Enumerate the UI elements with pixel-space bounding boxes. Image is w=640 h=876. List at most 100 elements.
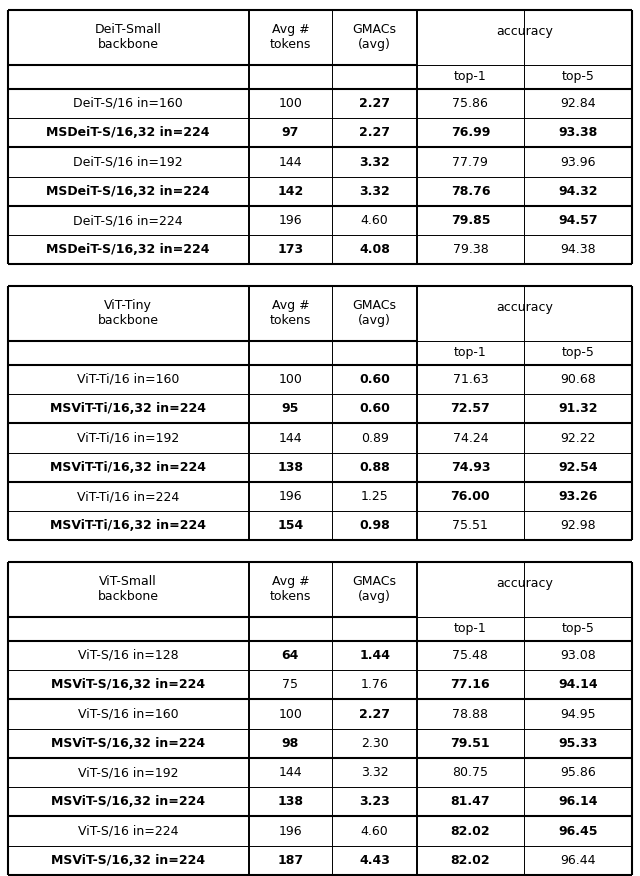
Text: Avg #
tokens: Avg # tokens xyxy=(269,300,311,328)
Text: 78.76: 78.76 xyxy=(451,185,490,198)
Text: 3.32: 3.32 xyxy=(361,766,388,779)
Text: 79.51: 79.51 xyxy=(451,737,490,750)
Text: 96.14: 96.14 xyxy=(558,795,598,809)
Text: ViT-S/16 in=128: ViT-S/16 in=128 xyxy=(78,649,179,662)
Text: 0.89: 0.89 xyxy=(361,432,388,444)
Text: 97: 97 xyxy=(282,126,299,139)
Text: 92.54: 92.54 xyxy=(558,461,598,474)
Text: 2.27: 2.27 xyxy=(359,708,390,721)
Text: 75.51: 75.51 xyxy=(452,519,488,533)
Text: 0.98: 0.98 xyxy=(359,519,390,533)
Text: 77.79: 77.79 xyxy=(452,156,488,168)
Text: ViT-Tiny
backbone: ViT-Tiny backbone xyxy=(98,300,159,328)
Text: MSDeiT-S/16,32 in=224: MSDeiT-S/16,32 in=224 xyxy=(46,185,210,198)
Text: 95.86: 95.86 xyxy=(560,766,596,779)
Text: 82.02: 82.02 xyxy=(451,824,490,837)
Text: 92.98: 92.98 xyxy=(560,519,596,533)
Text: 138: 138 xyxy=(277,461,303,474)
Text: ViT-S/16 in=224: ViT-S/16 in=224 xyxy=(78,824,179,837)
Text: 79.85: 79.85 xyxy=(451,214,490,227)
Text: GMACs
(avg): GMACs (avg) xyxy=(353,300,397,328)
Text: 94.57: 94.57 xyxy=(558,214,598,227)
Text: 4.60: 4.60 xyxy=(361,214,388,227)
Text: ViT-Ti/16 in=192: ViT-Ti/16 in=192 xyxy=(77,432,179,444)
Text: 138: 138 xyxy=(277,795,303,809)
Text: 100: 100 xyxy=(278,97,302,110)
Text: 1.76: 1.76 xyxy=(361,678,388,691)
Text: 196: 196 xyxy=(278,824,302,837)
Text: GMACs
(avg): GMACs (avg) xyxy=(353,24,397,52)
Text: DeiT-Small
backbone: DeiT-Small backbone xyxy=(95,24,161,52)
Text: 76.00: 76.00 xyxy=(451,490,490,503)
Text: 74.24: 74.24 xyxy=(452,432,488,444)
Text: 75.48: 75.48 xyxy=(452,649,488,662)
Text: 3.32: 3.32 xyxy=(359,156,390,168)
Text: 154: 154 xyxy=(277,519,303,533)
Text: 75: 75 xyxy=(282,678,298,691)
Text: 100: 100 xyxy=(278,708,302,721)
Text: 98: 98 xyxy=(282,737,299,750)
Text: 71.63: 71.63 xyxy=(452,373,488,386)
Text: 72.57: 72.57 xyxy=(451,402,490,415)
Text: MSViT-Ti/16,32 in=224: MSViT-Ti/16,32 in=224 xyxy=(50,461,206,474)
Text: 75.86: 75.86 xyxy=(452,97,488,110)
Text: 92.84: 92.84 xyxy=(560,97,596,110)
Text: 3.23: 3.23 xyxy=(359,795,390,809)
Text: DeiT-S/16 in=224: DeiT-S/16 in=224 xyxy=(74,214,183,227)
Text: 96.44: 96.44 xyxy=(560,854,596,867)
Text: top-1: top-1 xyxy=(454,346,487,359)
Text: 76.99: 76.99 xyxy=(451,126,490,139)
Text: 0.60: 0.60 xyxy=(359,402,390,415)
Text: 0.88: 0.88 xyxy=(359,461,390,474)
Text: 144: 144 xyxy=(278,766,302,779)
Text: 77.16: 77.16 xyxy=(451,678,490,691)
Text: 80.75: 80.75 xyxy=(452,766,488,779)
Text: 187: 187 xyxy=(277,854,303,867)
Text: 144: 144 xyxy=(278,432,302,444)
Text: 79.38: 79.38 xyxy=(452,244,488,257)
Text: 4.43: 4.43 xyxy=(359,854,390,867)
Text: accuracy: accuracy xyxy=(496,577,553,590)
Text: MSViT-S/16,32 in=224: MSViT-S/16,32 in=224 xyxy=(51,737,205,750)
Text: 142: 142 xyxy=(277,185,303,198)
Text: MSDeiT-S/16,32 in=224: MSDeiT-S/16,32 in=224 xyxy=(46,126,210,139)
Text: 4.60: 4.60 xyxy=(361,824,388,837)
Text: 78.88: 78.88 xyxy=(452,708,488,721)
Text: Avg #
tokens: Avg # tokens xyxy=(269,576,311,604)
Text: ViT-Small
backbone: ViT-Small backbone xyxy=(98,576,159,604)
Text: 93.96: 93.96 xyxy=(560,156,596,168)
Text: 82.02: 82.02 xyxy=(451,854,490,867)
Text: 93.08: 93.08 xyxy=(560,649,596,662)
Text: 93.38: 93.38 xyxy=(558,126,598,139)
Text: 96.45: 96.45 xyxy=(558,824,598,837)
Text: DeiT-S/16 in=160: DeiT-S/16 in=160 xyxy=(73,97,183,110)
Text: Avg #
tokens: Avg # tokens xyxy=(269,24,311,52)
Text: MSDeiT-S/16,32 in=224: MSDeiT-S/16,32 in=224 xyxy=(46,244,210,257)
Text: 2.30: 2.30 xyxy=(361,737,388,750)
Text: 1.25: 1.25 xyxy=(361,490,388,503)
Text: 100: 100 xyxy=(278,373,302,386)
Text: 92.22: 92.22 xyxy=(560,432,596,444)
Text: 94.95: 94.95 xyxy=(560,708,596,721)
Text: 94.38: 94.38 xyxy=(560,244,596,257)
Text: ViT-Ti/16 in=224: ViT-Ti/16 in=224 xyxy=(77,490,179,503)
Text: top-1: top-1 xyxy=(454,622,487,635)
Text: 196: 196 xyxy=(278,490,302,503)
Text: MSViT-S/16,32 in=224: MSViT-S/16,32 in=224 xyxy=(51,678,205,691)
Text: accuracy: accuracy xyxy=(496,25,553,38)
Text: 2.27: 2.27 xyxy=(359,126,390,139)
Text: ViT-S/16 in=160: ViT-S/16 in=160 xyxy=(78,708,179,721)
Text: 4.08: 4.08 xyxy=(359,244,390,257)
Text: 173: 173 xyxy=(277,244,303,257)
Text: accuracy: accuracy xyxy=(496,301,553,314)
Text: top-5: top-5 xyxy=(561,70,595,83)
Text: ViT-Ti/16 in=160: ViT-Ti/16 in=160 xyxy=(77,373,179,386)
Text: DeiT-S/16 in=192: DeiT-S/16 in=192 xyxy=(74,156,183,168)
Text: 94.14: 94.14 xyxy=(558,678,598,691)
Text: MSViT-S/16,32 in=224: MSViT-S/16,32 in=224 xyxy=(51,854,205,867)
Text: 93.26: 93.26 xyxy=(558,490,598,503)
Text: 91.32: 91.32 xyxy=(558,402,598,415)
Text: ViT-S/16 in=192: ViT-S/16 in=192 xyxy=(78,766,179,779)
Text: 3.32: 3.32 xyxy=(359,185,390,198)
Text: 95: 95 xyxy=(282,402,299,415)
